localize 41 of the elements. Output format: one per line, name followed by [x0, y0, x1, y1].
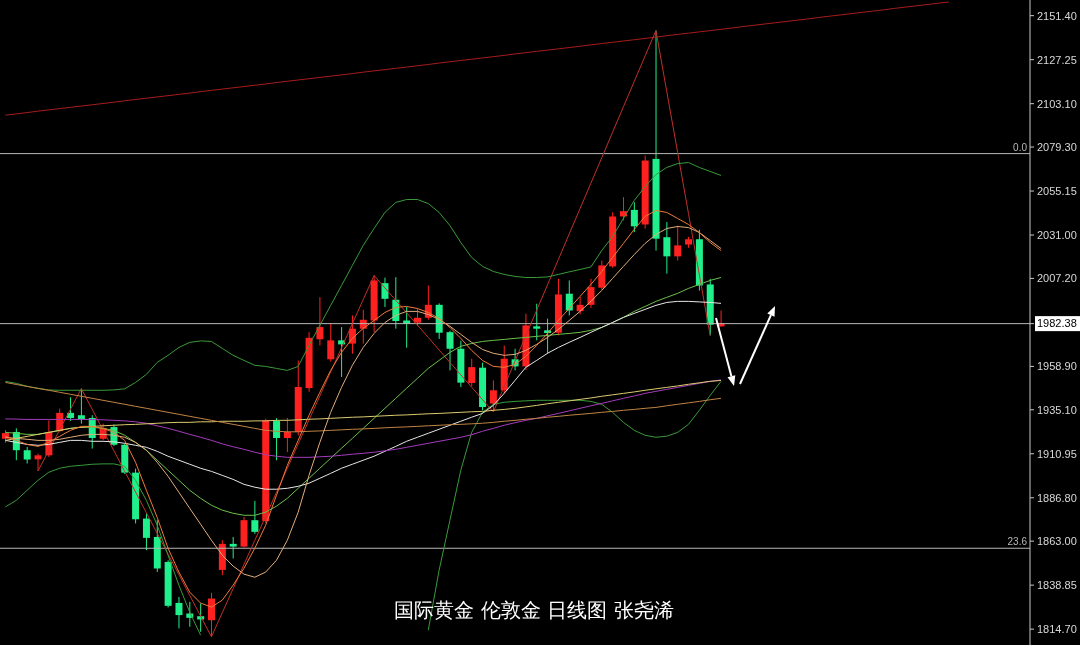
line-series [4, 379, 722, 458]
y-tick-label: 1935.10 [1037, 403, 1077, 416]
y-tick-label: 1814.70 [1037, 623, 1077, 635]
candlestick [251, 500, 259, 535]
candlestick [446, 330, 454, 371]
candlestick [489, 379, 497, 413]
annotation: 国际黄金 伦敦金 日线图 张尧浠 [393, 597, 675, 624]
candlestick [175, 596, 183, 629]
candlestick [229, 536, 237, 559]
candlestick [468, 358, 476, 387]
line-series [4, 162, 722, 391]
candlestick [186, 601, 194, 628]
y-tick-label: 1838.85 [1037, 579, 1077, 591]
candlestick [327, 323, 335, 363]
y-tick-label: 1958.90 [1037, 360, 1077, 373]
y-tick-label: 2079.30 [1037, 140, 1077, 153]
candlestick [283, 417, 291, 453]
y-tick-label: 2103.10 [1037, 97, 1077, 110]
candlestick [34, 453, 42, 472]
candlestick [587, 278, 595, 309]
candlestick [142, 512, 150, 551]
y-tick-label: 2127.25 [1037, 53, 1077, 66]
y-tick-label: 2055.15 [1037, 184, 1077, 197]
line-series [4, 1, 950, 116]
line-series [37, 30, 711, 638]
annotation: 23.6 [1007, 536, 1028, 548]
candlestick [630, 201, 638, 233]
y-tick-label: 1910.95 [1037, 447, 1077, 460]
y-tick-label: 2007.20 [1037, 272, 1077, 285]
candlestick [533, 303, 541, 341]
y-tick-label: 2031.00 [1037, 228, 1077, 241]
annotation: 0.0 [1013, 141, 1028, 153]
candlestick [663, 221, 671, 275]
y-tick-label: 2151.40 [1037, 9, 1077, 22]
candlestick [403, 306, 411, 349]
y-tick-label: 1886.80 [1037, 491, 1077, 504]
candlestick [598, 260, 606, 291]
y-tick-label: 1863.00 [1037, 534, 1077, 547]
candlestick [273, 417, 281, 461]
candlestick [77, 388, 85, 425]
candlestick [674, 225, 682, 262]
